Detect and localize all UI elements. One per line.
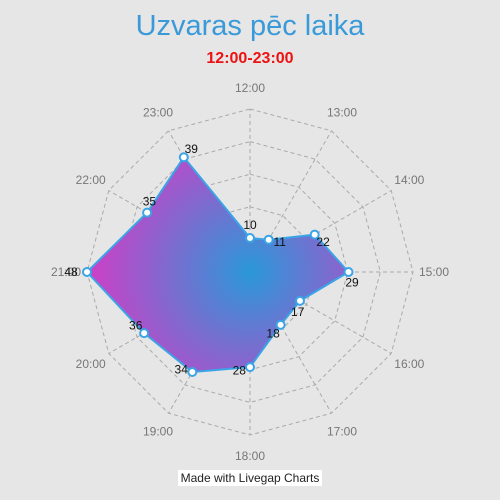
data-label: 48 [64,265,78,279]
data-point[interactable] [263,234,274,245]
axis-label: 23:00 [143,106,173,120]
data-label: 39 [185,142,199,156]
data-point[interactable] [275,319,286,330]
data-label: 34 [175,363,189,377]
data-point[interactable] [82,267,92,277]
grid-spoke [249,190,392,273]
chart-title: Uzvaras pēc laika [135,10,365,42]
axis-label: 21:00 [51,265,81,279]
axis-label: 14:00 [394,173,424,187]
data-label: 36 [129,319,143,333]
grid-spoke [249,271,392,354]
grid-spoke [249,271,332,414]
data-point[interactable] [343,267,354,277]
data-label: 11 [273,235,286,249]
axis-label: 22:00 [76,173,106,187]
data-point[interactable] [309,229,320,240]
axis-label: 17:00 [327,424,357,438]
data-labels: 10 11 22 29 17 18 28 34 36 48 35 39 [64,142,359,378]
axis-label: 18:00 [235,449,265,463]
axis-label: 12:00 [235,81,265,95]
data-point[interactable] [245,233,255,243]
data-label: 18 [266,326,280,340]
data-label: 28 [233,364,247,378]
data-point[interactable] [295,295,305,306]
data-point[interactable] [245,362,255,373]
axis-labels: 12:00 13:00 14:00 15:00 16:00 17:00 18:00 19:00… [51,81,449,463]
grid-spoke [168,271,251,414]
data-point[interactable] [142,207,153,218]
data-label: 35 [143,195,157,209]
credit-text[interactable]: Made with Livegap Charts [177,470,323,486]
chart-subtitle: 12:00-23:00 [206,50,294,67]
data-label: 29 [345,276,359,290]
axis-label: 13:00 [327,106,357,120]
data-label: 22 [316,235,330,249]
grid-spoke [249,130,332,273]
data-points [82,152,354,377]
data-point[interactable] [178,152,189,163]
credit-footer: Made with Livegap Charts [0,470,500,486]
axis-label: 16:00 [394,357,424,371]
series-area [86,156,350,373]
axis-label: 19:00 [143,424,173,438]
data-label: 17 [291,305,305,319]
grid-ring [119,141,381,403]
axis-label: 15:00 [419,265,449,279]
data-point[interactable] [139,328,150,339]
grid-spoke [108,271,251,354]
axis-label: 20:00 [76,357,106,371]
grid-spoke [108,190,251,273]
data-point[interactable] [187,367,198,377]
data-label: 10 [243,218,257,232]
